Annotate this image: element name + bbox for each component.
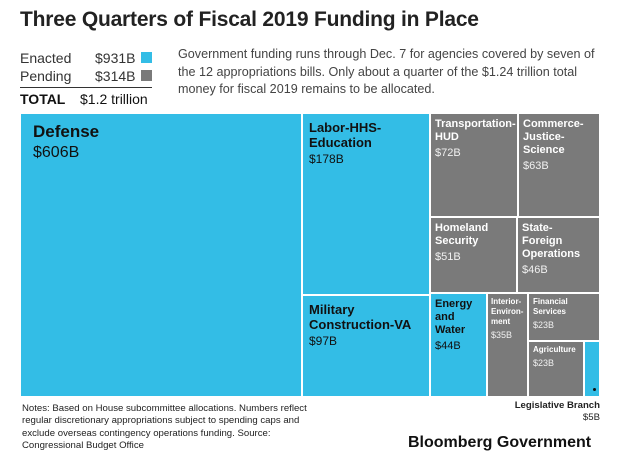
legend-pending-label: Pending (20, 68, 72, 84)
notes: Notes: Based on House subcommittee alloc… (22, 403, 307, 451)
chart-title: Three Quarters of Fiscal 2019 Funding in… (20, 8, 479, 31)
legend-enacted-swatch (141, 52, 152, 63)
treemap-cell-legislative-branch (584, 341, 600, 397)
cell-name: Homeland Security (435, 222, 489, 247)
cell-value: $51B (435, 251, 461, 263)
cell-value: $44B (435, 340, 461, 352)
treemap-cell-agriculture: Agriculture $23B (528, 341, 584, 397)
cell-value: $178B (309, 152, 344, 166)
cell-name: Interior- Environ-ment (491, 297, 524, 326)
legend-pending-value: $314B (95, 68, 136, 84)
legend-pending-swatch (141, 70, 152, 81)
treemap-cell-state-foreign-operations: State- Foreign Operations $46B (517, 217, 600, 293)
cell-value: $606B (33, 144, 80, 161)
cell-value: $97B (309, 334, 338, 348)
cell-value: $23B (533, 358, 555, 368)
cell-value: $63B (523, 160, 549, 172)
treemap-cell-defense: Defense $606B (20, 113, 302, 397)
cell-name: Military Construction-VA (309, 302, 412, 332)
cell-name: Labor-HHS- Education (309, 120, 382, 150)
legislative-branch-value: $5B (582, 412, 600, 423)
treemap-cell-energy-and-water: Energy and Water $44B (430, 293, 487, 397)
cell-name: Commerce- Justice- Science (523, 118, 584, 156)
cell-value: $46B (522, 264, 548, 276)
treemap: Defense $606B Labor-HHS- Education $178B Mili… (20, 113, 600, 397)
treemap-cell-commerce-justice-science: Commerce- Justice- Science $63B (518, 113, 600, 217)
treemap-cell-homeland-security: Homeland Security $51B (430, 217, 517, 293)
cell-value: $72B (435, 147, 461, 159)
treemap-cell-financial-services: Financial Services $23B (528, 293, 600, 341)
legend-total-value: $1.2 trillion (80, 91, 148, 107)
cell-name: Transportation- HUD (435, 118, 516, 143)
cell-name: Energy and Water (435, 298, 473, 336)
treemap-cell-military-construction-va: Military Construction-VA $97B (302, 295, 430, 397)
cell-name: State- Foreign Operations (522, 222, 581, 260)
description: Government funding runs through Dec. 7 f… (178, 47, 595, 96)
cell-name: Defense (33, 122, 100, 141)
cell-value: $35B (491, 330, 513, 340)
treemap-cell-transportation-hud: Transportation- HUD $72B (430, 113, 518, 217)
treemap-cell-interior-environment: Interior- Environ-ment $35B (487, 293, 528, 397)
legend-divider (20, 87, 152, 88)
legislative-branch-callout: Legislative Branch $5B (500, 400, 600, 424)
treemap-cell-labor-hhs-education: Labor-HHS- Education $178B (302, 113, 430, 295)
brand-logo: Bloomberg Government (408, 434, 592, 451)
legislative-branch-label: Legislative Branch (514, 400, 600, 411)
cell-value: $23B (533, 320, 555, 330)
legislative-branch-pointer (593, 388, 596, 391)
cell-name: Agriculture (533, 345, 576, 354)
legend-enacted-label: Enacted (20, 50, 72, 66)
legend-total-label: TOTAL (20, 91, 66, 107)
legend-enacted-value: $931B (95, 50, 136, 66)
cell-name: Financial Services (533, 297, 568, 316)
